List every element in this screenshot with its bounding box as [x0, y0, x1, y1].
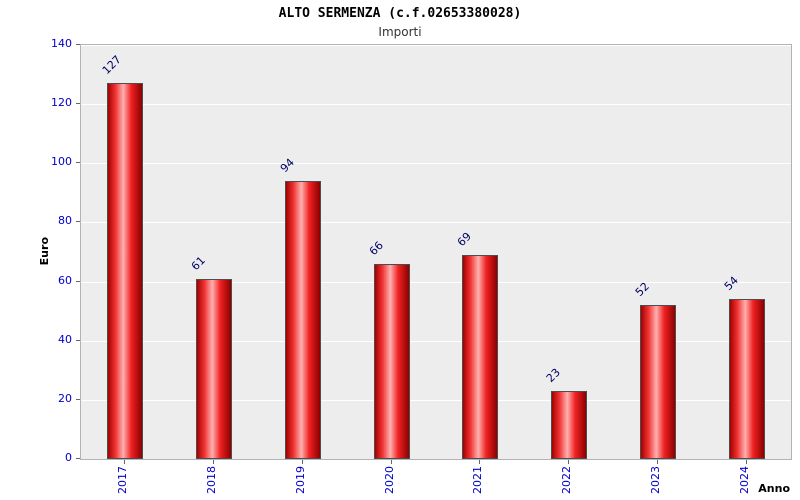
plot-area	[80, 44, 792, 460]
y-tick-mark	[76, 458, 80, 459]
x-tick-mark	[568, 460, 569, 464]
x-tick-mark	[479, 460, 480, 464]
x-tick-label: 2020	[383, 466, 396, 494]
y-tick-mark	[76, 339, 80, 341]
bar	[462, 255, 498, 459]
bar	[551, 391, 587, 459]
x-tick-mark	[391, 460, 392, 464]
gridline	[81, 281, 791, 283]
x-tick-label: 2019	[294, 466, 307, 494]
y-tick-label: 140	[51, 37, 72, 50]
bar	[107, 83, 143, 459]
y-tick-mark	[76, 221, 80, 223]
gridline	[81, 163, 791, 165]
chart-title: ALTO SERMENZA (c.f.02653380028)	[278, 6, 522, 21]
x-tick-label: 2023	[649, 466, 662, 494]
x-tick-label: 2018	[205, 466, 218, 494]
y-tick-label: 20	[58, 391, 72, 405]
gridline	[81, 45, 791, 46]
x-tick-label: 2024	[738, 466, 751, 494]
x-tick-mark	[302, 460, 303, 464]
gridline	[81, 399, 791, 401]
gridline	[81, 104, 791, 106]
chart-subtitle: Importi	[378, 25, 422, 39]
y-tick-mark	[76, 103, 80, 105]
y-tick-mark	[76, 44, 80, 45]
y-tick-label: 40	[58, 332, 72, 346]
x-tick-label: 2017	[116, 466, 129, 494]
y-tick-mark	[76, 280, 80, 282]
gridline	[81, 340, 791, 342]
y-tick-mark	[76, 162, 80, 164]
x-tick-mark	[657, 460, 658, 464]
x-tick-mark	[124, 460, 125, 464]
y-tick-label: 120	[51, 96, 72, 110]
x-tick-label: 2021	[471, 466, 484, 494]
gridline	[81, 222, 791, 224]
y-tick-label: 0	[65, 451, 72, 464]
y-tick-mark	[76, 398, 80, 400]
x-tick-mark	[746, 460, 747, 464]
x-axis-title: Anno	[758, 482, 790, 495]
bar	[640, 305, 676, 459]
y-tick-label: 60	[58, 273, 72, 287]
y-tick-label: 80	[58, 214, 72, 228]
bar	[196, 279, 232, 459]
x-tick-label: 2022	[560, 466, 573, 494]
bar	[374, 264, 410, 459]
bar	[285, 181, 321, 459]
y-axis-title: Euro	[38, 236, 51, 266]
bar	[729, 299, 765, 459]
x-tick-mark	[213, 460, 214, 464]
y-tick-label: 100	[51, 155, 72, 169]
